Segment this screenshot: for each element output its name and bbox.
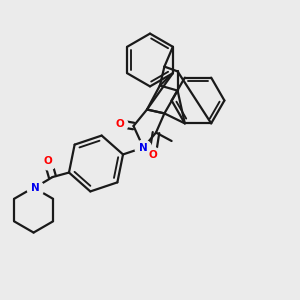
Text: N: N bbox=[139, 142, 148, 153]
Text: N: N bbox=[31, 183, 40, 193]
Text: O: O bbox=[44, 157, 52, 166]
Text: O: O bbox=[115, 118, 124, 129]
Text: O: O bbox=[148, 150, 157, 161]
